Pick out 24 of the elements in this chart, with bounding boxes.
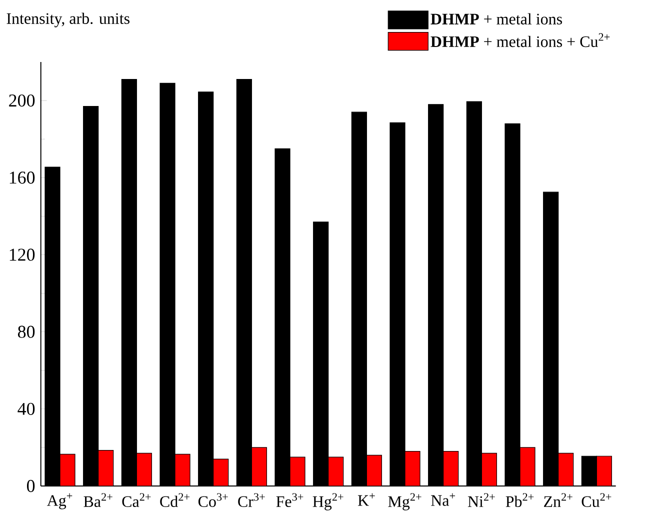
x-tick-label: K$^{+}$ (358, 493, 375, 506)
x-tick-label: Pb$^{2+}$ (506, 493, 534, 508)
y-tick-label: 40 (18, 402, 35, 415)
x-tick-label: Cr$^{3+}$ (238, 493, 265, 508)
y-tick-label: 120 (10, 248, 35, 261)
legend-label: DHMP + metal ions + Cu$^{2+}$ (430, 33, 610, 48)
y-tick-label: 80 (18, 326, 35, 338)
x-tick-label: Ag$^{+}$ (46, 493, 72, 510)
y-axis-title: Intensity, arb. units (6, 12, 130, 28)
y-tick-label: 0 (26, 480, 35, 492)
x-tick-label: Zn$^{2+}$ (544, 493, 572, 507)
x-tick-label: Ni$^{2+}$ (468, 493, 495, 507)
x-tick-label: Cd$^{2+}$ (160, 493, 190, 508)
x-tick-label: Na$^{+}$ (431, 493, 456, 506)
y-tick-label: 200 (9, 94, 35, 107)
x-tick-label: Ba$^{2+}$ (84, 493, 112, 508)
x-tick-label: Ca$^{2+}$ (122, 493, 151, 508)
legend-label: DHMP + metal ions (430, 13, 562, 24)
y-tick-label: 160 (10, 172, 35, 184)
x-tick-label: Cu$^{2+}$ (582, 493, 612, 508)
x-tick-label: Fe$^{3+}$ (276, 493, 304, 508)
x-tick-label: Co$^{3+}$ (198, 493, 228, 508)
x-tick-label: Hg$^{2+}$ (312, 493, 344, 510)
x-tick-label: Mg$^{2+}$ (388, 493, 422, 510)
